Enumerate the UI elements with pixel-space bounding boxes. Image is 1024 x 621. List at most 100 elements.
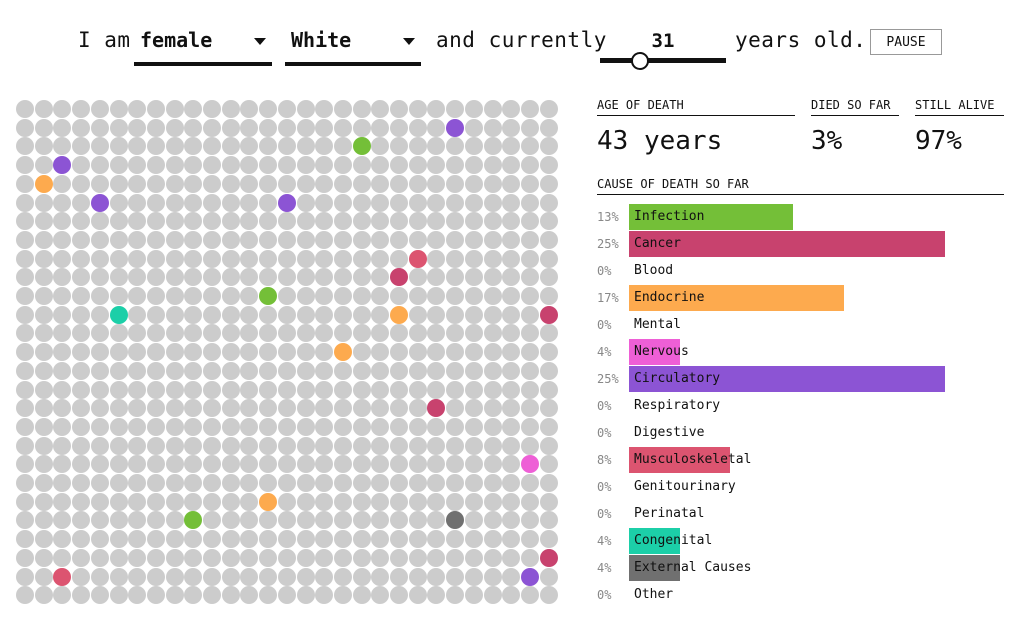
- person-dot: [53, 343, 72, 362]
- person-dot-deceased: [390, 268, 408, 287]
- person-dot: [483, 399, 502, 418]
- person-dot: [165, 230, 184, 249]
- person-dot: [203, 305, 221, 324]
- cause-label: Endocrine: [634, 290, 705, 305]
- person-dot: [315, 174, 334, 193]
- person-dot: [371, 436, 390, 455]
- person-dot: [34, 361, 53, 380]
- person-dot: [240, 230, 259, 249]
- person-dot: [315, 137, 334, 156]
- person-dot: [128, 100, 147, 118]
- person-dot: [390, 455, 408, 474]
- person-dot: [146, 586, 165, 605]
- person-dot: [184, 530, 203, 549]
- person-dot: [502, 380, 521, 399]
- person-dot: [53, 324, 72, 343]
- person-dot: [427, 361, 446, 380]
- person-dot: [72, 268, 91, 287]
- person-dot: [240, 100, 259, 118]
- person-dot: [53, 474, 72, 492]
- person-dot: [371, 287, 390, 305]
- person-dot: [408, 399, 427, 418]
- person-dot: [352, 361, 371, 380]
- person-dot: [315, 436, 334, 455]
- person-dot: [296, 174, 315, 193]
- person-dot: [184, 100, 203, 118]
- person-dot: [277, 118, 296, 137]
- person-dot: [408, 287, 427, 305]
- person-dot: [427, 230, 446, 249]
- person-dot: [53, 137, 72, 156]
- person-dot: [408, 530, 427, 549]
- person-dot: [539, 380, 558, 399]
- race-select-value: White: [291, 28, 352, 52]
- person-dot: [128, 137, 147, 156]
- person-dot: [221, 586, 240, 605]
- person-dot: [259, 230, 278, 249]
- person-dot: [16, 436, 34, 455]
- person-dot: [53, 586, 72, 605]
- person-dot: [371, 156, 390, 175]
- person-dot: [352, 305, 371, 324]
- person-dot: [221, 343, 240, 362]
- person-dot: [221, 530, 240, 549]
- person-dot: [72, 249, 91, 268]
- person-dot: [203, 324, 221, 343]
- person-dot: [408, 380, 427, 399]
- person-dot: [539, 343, 558, 362]
- person-dot: [296, 361, 315, 380]
- person-dot: [427, 118, 446, 137]
- person-dot: [315, 586, 334, 605]
- person-dot: [16, 474, 34, 492]
- person-dot: [539, 455, 558, 474]
- age-slider[interactable]: 31: [600, 28, 726, 70]
- person-dot: [464, 474, 483, 492]
- person-dot: [109, 474, 128, 492]
- person-dot: [90, 137, 109, 156]
- person-dot: [16, 492, 34, 511]
- age-slider-thumb[interactable]: [631, 52, 649, 70]
- person-dot: [352, 455, 371, 474]
- person-dot: [483, 118, 502, 137]
- person-dot: [390, 100, 408, 118]
- person-dot: [390, 212, 408, 231]
- person-dot: [390, 137, 408, 156]
- gender-select[interactable]: female: [134, 28, 272, 66]
- person-dot: [502, 455, 521, 474]
- person-dot: [371, 249, 390, 268]
- person-dot: [221, 380, 240, 399]
- person-dot: [502, 511, 521, 530]
- person-dot: [184, 586, 203, 605]
- cause-bar: [629, 447, 731, 473]
- person-dot: [483, 212, 502, 231]
- person-dot: [352, 380, 371, 399]
- person-dot: [464, 249, 483, 268]
- cause-label: Other: [634, 587, 674, 602]
- person-dot: [53, 249, 72, 268]
- age-slider-track[interactable]: [600, 58, 726, 63]
- person-dot: [296, 230, 315, 249]
- person-dot: [446, 567, 465, 586]
- person-dot: [502, 100, 521, 118]
- person-dot: [240, 212, 259, 231]
- person-dot: [128, 530, 147, 549]
- person-dot: [221, 287, 240, 305]
- person-dot: [408, 137, 427, 156]
- person-dot: [203, 212, 221, 231]
- person-dot: [16, 586, 34, 605]
- person-dot: [371, 567, 390, 586]
- person-dot: [427, 436, 446, 455]
- person-dot: [520, 100, 539, 118]
- person-dot: [128, 492, 147, 511]
- person-dot: [72, 156, 91, 175]
- person-dot-deceased: [184, 511, 203, 530]
- person-dot: [427, 193, 446, 212]
- pause-button[interactable]: PAUSE: [870, 29, 942, 55]
- person-dot: [53, 455, 72, 474]
- person-dot: [259, 567, 278, 586]
- person-dot: [128, 249, 147, 268]
- person-dot: [277, 455, 296, 474]
- person-dot: [90, 511, 109, 530]
- race-select[interactable]: White: [285, 28, 421, 66]
- person-dot: [483, 548, 502, 567]
